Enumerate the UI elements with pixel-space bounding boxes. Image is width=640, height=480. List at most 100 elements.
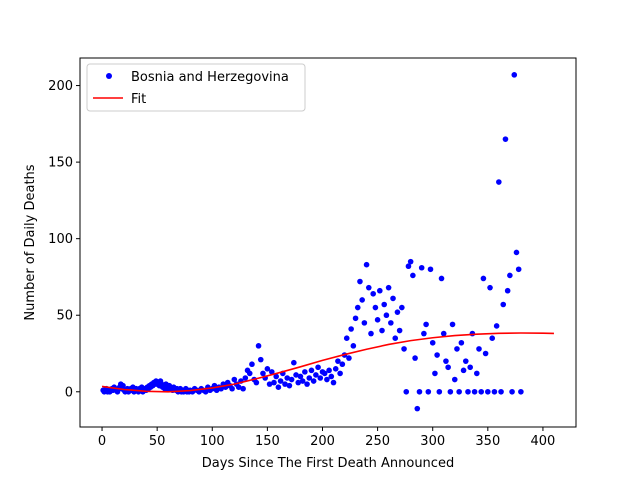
data-point bbox=[273, 373, 280, 380]
data-point bbox=[478, 388, 485, 395]
x-tick-label: 100 bbox=[200, 434, 225, 449]
data-point bbox=[476, 346, 482, 352]
data-point bbox=[456, 388, 462, 395]
data-point bbox=[381, 301, 388, 308]
data-point bbox=[321, 370, 328, 377]
x-tick-label: 250 bbox=[365, 434, 390, 449]
data-point bbox=[465, 388, 471, 395]
data-point bbox=[480, 275, 487, 282]
data-point bbox=[350, 343, 357, 349]
data-point bbox=[297, 373, 304, 380]
data-point bbox=[445, 364, 451, 371]
data-point bbox=[365, 284, 372, 291]
data-point bbox=[487, 284, 493, 291]
data-point bbox=[474, 370, 480, 377]
data-point bbox=[500, 301, 507, 308]
data-point bbox=[518, 388, 524, 395]
data-point bbox=[443, 358, 449, 364]
x-tick-label: 0 bbox=[98, 434, 106, 449]
data-point bbox=[489, 335, 496, 342]
fit-line bbox=[101, 332, 554, 393]
data-point bbox=[438, 275, 445, 282]
data-point bbox=[266, 381, 273, 387]
data-point bbox=[326, 367, 332, 374]
data-point bbox=[385, 284, 392, 291]
data-point bbox=[392, 335, 399, 342]
data-point bbox=[304, 381, 310, 387]
data-point bbox=[352, 315, 359, 322]
data-point bbox=[286, 382, 293, 389]
data-point bbox=[202, 388, 209, 395]
data-point bbox=[471, 388, 478, 395]
data-point bbox=[458, 339, 465, 346]
data-point bbox=[412, 355, 418, 361]
data-point bbox=[513, 249, 520, 256]
data-point bbox=[370, 290, 376, 297]
data-point bbox=[363, 261, 370, 268]
data-point bbox=[421, 330, 427, 337]
data-point bbox=[414, 405, 421, 412]
data-point bbox=[299, 378, 306, 384]
data-point bbox=[231, 376, 238, 383]
data-point bbox=[268, 369, 275, 375]
data-point bbox=[434, 352, 440, 358]
data-point bbox=[507, 272, 513, 279]
data-point bbox=[482, 350, 489, 357]
y-axis-ticks: 0 50 100 150 200 bbox=[48, 79, 80, 400]
data-point bbox=[346, 355, 352, 361]
data-point bbox=[337, 370, 343, 377]
y-tick-label: 0 bbox=[65, 385, 73, 400]
data-point bbox=[432, 370, 438, 377]
data-point bbox=[418, 264, 425, 271]
data-point bbox=[379, 327, 385, 334]
data-point bbox=[328, 373, 335, 380]
data-point bbox=[394, 309, 401, 315]
x-tick-label: 400 bbox=[531, 434, 556, 449]
data-point bbox=[317, 375, 324, 381]
data-point bbox=[257, 356, 264, 363]
data-point bbox=[454, 346, 460, 352]
data-point bbox=[120, 382, 126, 389]
data-point bbox=[242, 375, 249, 381]
data-point bbox=[277, 378, 284, 384]
data-point bbox=[255, 343, 262, 349]
data-point bbox=[449, 321, 456, 328]
data-point bbox=[407, 258, 414, 265]
data-point bbox=[401, 346, 407, 352]
data-point bbox=[436, 388, 443, 395]
data-point bbox=[504, 287, 511, 294]
data-point bbox=[491, 388, 498, 395]
data-point bbox=[429, 339, 436, 346]
series-layer bbox=[100, 72, 554, 412]
data-point bbox=[357, 278, 363, 285]
data-point bbox=[390, 295, 396, 302]
legend-marker-scatter bbox=[106, 73, 112, 79]
data-point bbox=[416, 388, 423, 395]
legend-label-scatter: Bosnia and Herzegovina bbox=[131, 70, 289, 85]
y-tick-label: 50 bbox=[56, 309, 73, 324]
data-point bbox=[282, 381, 288, 387]
x-tick-label: 200 bbox=[310, 434, 335, 449]
data-point bbox=[359, 297, 365, 303]
y-tick-label: 100 bbox=[48, 232, 73, 247]
data-point bbox=[253, 379, 260, 386]
data-point bbox=[313, 372, 319, 378]
data-point bbox=[498, 388, 504, 395]
x-axis-ticks: 0 50 100 150 200 250 300 350 400 bbox=[98, 427, 555, 449]
data-point bbox=[308, 367, 315, 374]
data-point bbox=[235, 384, 242, 390]
data-point bbox=[354, 304, 361, 311]
data-point bbox=[388, 320, 394, 326]
data-point bbox=[427, 266, 434, 273]
data-point bbox=[425, 388, 432, 395]
data-point bbox=[324, 376, 330, 383]
data-point bbox=[315, 364, 321, 371]
data-point bbox=[348, 326, 354, 332]
data-point bbox=[343, 335, 350, 342]
data-point bbox=[306, 375, 313, 381]
data-point bbox=[310, 378, 317, 384]
y-tick-label: 200 bbox=[48, 79, 73, 94]
data-point bbox=[293, 372, 299, 378]
plot-area bbox=[80, 58, 576, 427]
